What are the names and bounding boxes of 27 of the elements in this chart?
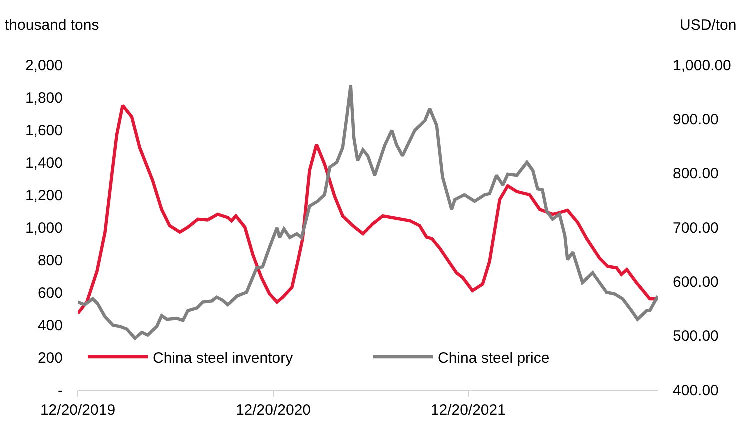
legend-label: China steel price <box>438 350 550 367</box>
y-tick-label: - <box>58 382 63 400</box>
x-tick-label: 12/20/2019 <box>40 402 116 419</box>
y2-tick-label: 900.00 <box>673 111 719 128</box>
legend-label: China steel inventory <box>153 350 294 367</box>
y-tick-label: 1,800 <box>25 90 63 107</box>
y-tick-label: 1,600 <box>25 122 63 140</box>
y2-axis-title: USD/ton <box>680 17 737 34</box>
y2-tick-label: 800.00 <box>673 166 719 183</box>
y2-tick-label: 1,000.00 <box>673 57 732 74</box>
y-tick-label: 2,000 <box>25 57 63 74</box>
y-tick-label: 1,200 <box>25 187 63 204</box>
line-series <box>78 104 658 316</box>
y-tick-label: 1,400 <box>25 154 63 172</box>
y-tick-label: 600 <box>38 284 63 302</box>
y2-tick-label: 600.00 <box>673 274 719 291</box>
line-series <box>78 84 658 340</box>
y2-tick-label: 500.00 <box>673 328 719 346</box>
y-tick-label: 200 <box>38 350 63 367</box>
x-tick-label: 12/20/2020 <box>236 402 312 419</box>
x-tick-label: 12/20/2021 <box>430 402 506 419</box>
y2-tick-label: 400.00 <box>673 382 719 400</box>
y-tick-label: 1,000 <box>25 220 63 237</box>
y-tick-label: 400 <box>38 317 63 334</box>
y2-tick-label: 700.00 <box>673 220 719 237</box>
y-axis-title: thousand tons <box>5 17 100 34</box>
y-tick-label: 800 <box>38 252 63 270</box>
